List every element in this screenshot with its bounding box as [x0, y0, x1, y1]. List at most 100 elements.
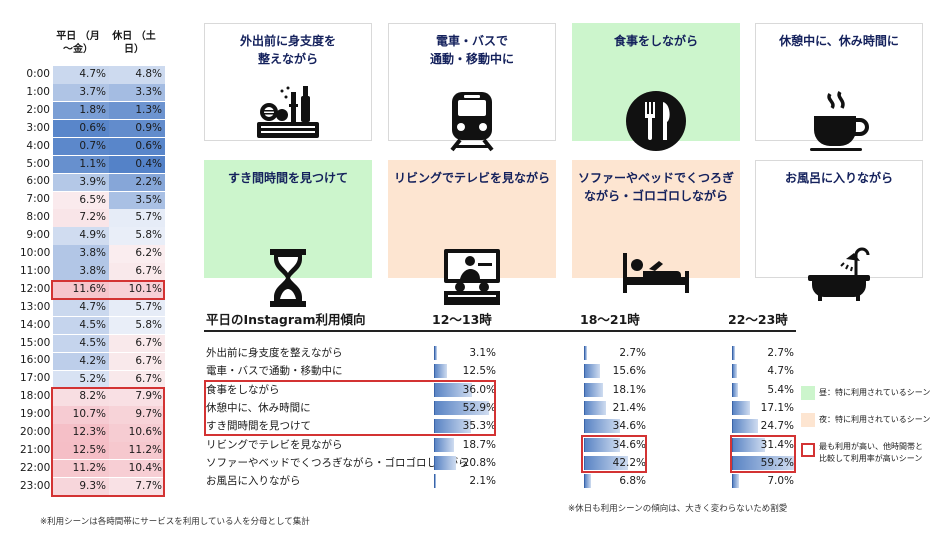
- hour-label: 21:00: [20, 443, 51, 456]
- hour-label: 17:00: [20, 372, 51, 385]
- weekday-rate-cell: 0.6%: [53, 119, 109, 138]
- bathtub-icon: [806, 247, 872, 307]
- hour-label: 11:00: [20, 264, 51, 277]
- hour-label: 14:00: [20, 318, 51, 331]
- evening-rate-value: 2.7%: [619, 347, 646, 359]
- scene-label: お風呂に入りながら: [206, 475, 301, 488]
- highlight-legend-label: 最も利用が高い、他時間帯と 比較して利用率が高いシーン: [819, 442, 923, 463]
- holiday-rate-cell: 9.7%: [109, 406, 165, 424]
- night-rate-bar: [732, 346, 735, 360]
- holiday-rate-cell: 2.2%: [109, 173, 165, 191]
- evening-rate-bar: [584, 364, 601, 379]
- weekday-rate-cell: 7.2%: [53, 209, 109, 227]
- tv-watching-icon: [440, 247, 504, 311]
- hour-row: 22:00 11.2% 10.4%: [20, 460, 165, 478]
- hour-row: 20:00 12.3% 10.6%: [20, 424, 165, 442]
- night-rate-cell: 17.1%: [732, 399, 794, 417]
- hour-row: 14:00 4.5% 5.8%: [20, 316, 165, 335]
- weekday-rate-cell: 4.2%: [53, 352, 109, 370]
- night-rate-bar: [732, 455, 794, 470]
- holiday-rate-cell: 7.9%: [109, 388, 165, 406]
- holiday-rate-cell: 7.7%: [109, 477, 165, 496]
- train-icon: [446, 90, 498, 156]
- hour-row: 23:00 9.3% 7.7%: [20, 477, 165, 496]
- noon-rate-value: 18.7%: [462, 438, 496, 451]
- trend-row: すき間時間を見つけて 35.3% 34.6% 24.7%: [204, 417, 796, 435]
- evening-rate-value: 21.4%: [612, 401, 646, 414]
- weekday-rate-cell: 12.5%: [53, 442, 109, 460]
- noon-rate-cell: 35.3%: [434, 417, 496, 435]
- hour-row: 18:00 8.2% 7.9%: [20, 388, 165, 406]
- weekday-rate-cell: 5.2%: [53, 370, 109, 388]
- noon-rate-value: 36.0%: [462, 383, 496, 396]
- weekday-rate-cell: 4.9%: [53, 227, 109, 245]
- footnote-left: ※利用シーンは各時間帯にサービスを利用している人を分母として集計: [40, 517, 310, 527]
- hour-label: 18:00: [20, 390, 51, 403]
- holiday-rate-cell: 5.7%: [109, 209, 165, 227]
- night-rate-bar: [732, 382, 738, 397]
- hour-row: 16:00 4.2% 6.7%: [20, 352, 165, 370]
- night-rate-value: 7.0%: [767, 475, 794, 488]
- scene-label: 食事をしながら: [206, 383, 280, 396]
- night-rate-cell: 4.7%: [732, 362, 794, 380]
- day-legend-swatch: [801, 386, 815, 400]
- holiday-rate-cell: 1.3%: [109, 102, 165, 120]
- holiday-rate-cell: 6.7%: [109, 352, 165, 370]
- night-rate-bar: [732, 419, 758, 434]
- evening-rate-bar: [584, 474, 592, 489]
- night-rate-value: 2.7%: [767, 347, 794, 359]
- noon-rate-value: 12.5%: [462, 365, 496, 378]
- hour-label: 16:00: [20, 354, 51, 367]
- holiday-rate-cell: 6.7%: [109, 334, 165, 353]
- noon-rate-cell: 20.8%: [434, 454, 496, 472]
- weekday-trend-table: 平日のInstagram利用傾向 12～13時 18～21時 22～23時 外出…: [204, 310, 796, 490]
- holiday-rate-cell: 0.6%: [109, 137, 165, 156]
- evening-rate-cell: 6.8%: [584, 472, 646, 490]
- hour-label: 13:00: [20, 300, 51, 313]
- weekday-rate-cell: 3.9%: [53, 173, 109, 191]
- trend-title: 平日のInstagram利用傾向: [206, 312, 366, 327]
- holiday-rate-cell: 0.4%: [109, 155, 165, 174]
- weekday-rate-cell: 3.8%: [53, 263, 109, 281]
- evening-rate-bar: [584, 346, 587, 360]
- noon-rate-value: 35.3%: [462, 420, 496, 433]
- noon-rate-cell: 12.5%: [434, 362, 496, 380]
- hour-row: 21:00 12.5% 11.2%: [20, 442, 165, 460]
- evening-rate-cell: 2.7%: [584, 344, 646, 362]
- weekday-rate-cell: 6.5%: [53, 191, 109, 209]
- night-rate-cell: 2.7%: [732, 344, 794, 362]
- scene-card-title: 外出前に身支度を 整えながら: [239, 34, 336, 66]
- evening-rate-bar: [584, 455, 629, 470]
- trend-row: お風呂に入りながら 2.1% 6.8% 7.0%: [204, 472, 796, 490]
- scene-card-title: リビングでテレビを見ながら: [393, 171, 550, 185]
- evening-rate-cell: 15.6%: [584, 362, 646, 380]
- holiday-rate-cell: 4.8%: [109, 66, 165, 84]
- evening-rate-cell: 21.4%: [584, 399, 646, 417]
- weekday-column-header: 平日 （月～金）: [56, 31, 100, 55]
- noon-rate-bar: [434, 364, 448, 379]
- hour-row: 10:00 3.8% 6.2%: [20, 245, 165, 263]
- hour-label: 7:00: [26, 193, 50, 206]
- noon-rate-value: 3.1%: [469, 347, 496, 359]
- noon-rate-bar: [434, 382, 472, 397]
- noon-rate-value: 2.1%: [469, 475, 496, 488]
- hour-row: 5:00 1.1% 0.4%: [20, 155, 165, 174]
- evening-rate-bar: [584, 382, 603, 397]
- hour-label: 4:00: [26, 139, 50, 152]
- trend-row: 食事をしながら 36.0% 18.1% 5.4%: [204, 381, 796, 399]
- hour-row: 12:00 11.6% 10.1%: [20, 281, 165, 299]
- hour-row: 3:00 0.6% 0.9%: [20, 119, 165, 138]
- weekday-rate-cell: 11.6%: [53, 281, 109, 299]
- night-rate-value: 59.2%: [760, 456, 794, 469]
- evening-rate-cell: 34.6%: [584, 417, 646, 435]
- holiday-rate-cell: 5.8%: [109, 227, 165, 245]
- noon-rate-cell: 18.7%: [434, 436, 496, 454]
- weekday-rate-cell: 4.5%: [53, 316, 109, 335]
- scene-card: 外出前に身支度を 整えながら: [204, 23, 372, 141]
- noon-rate-bar: [434, 400, 490, 415]
- evening-rate-bar: [584, 400, 607, 415]
- weekday-rate-cell: 4.5%: [53, 334, 109, 353]
- evening-rate-value: 6.8%: [619, 475, 646, 488]
- day-legend-label: 昼：特に利用されているシーン: [819, 388, 931, 397]
- night-rate-value: 31.4%: [760, 438, 794, 451]
